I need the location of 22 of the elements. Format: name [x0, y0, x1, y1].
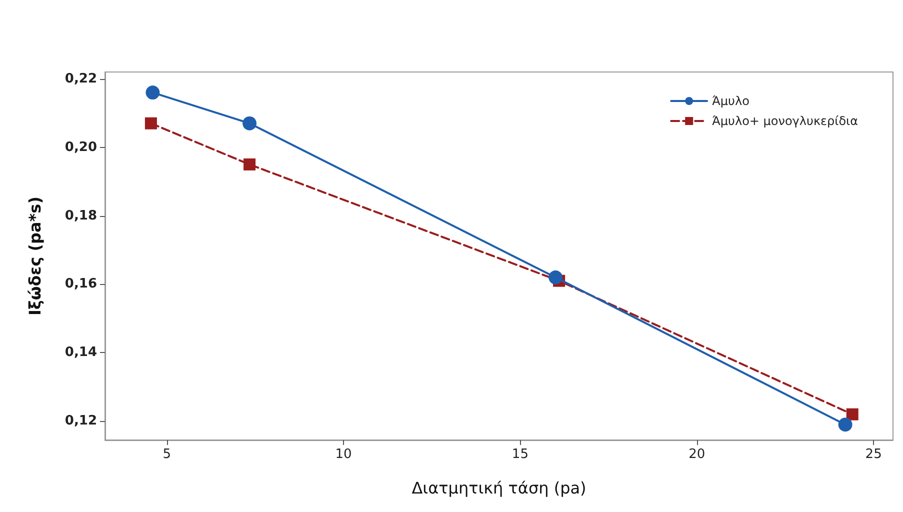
x-tick-label: 5	[162, 447, 171, 462]
y-tick-label: 0,22	[64, 71, 97, 86]
legend-label: Άμυλο+ μονογλυκερίδια	[712, 114, 858, 128]
x-axis-title: Διατμητική τάση (pa)	[412, 478, 586, 498]
point	[146, 86, 160, 100]
y-tick-label: 0,20	[64, 140, 97, 155]
point	[838, 418, 852, 432]
x-tick-label: 15	[512, 447, 528, 462]
point	[242, 116, 257, 130]
point	[244, 158, 256, 170]
point	[144, 117, 157, 130]
x-tick-label: 20	[688, 447, 706, 462]
y-axis-title: Ιξώδες (pa*s)	[26, 196, 44, 316]
y-tick-label: 0,12	[64, 414, 97, 429]
point	[548, 270, 563, 284]
point	[846, 408, 858, 420]
x-tick-label: 10	[335, 447, 352, 462]
y-tick-label: 0,18	[64, 208, 97, 224]
legend-label: Άμυλο	[712, 94, 750, 108]
y-tick-label: 0,14	[64, 345, 97, 360]
y-tick-label: 0,16	[64, 276, 97, 292]
x-tick-label: 25	[865, 447, 882, 462]
